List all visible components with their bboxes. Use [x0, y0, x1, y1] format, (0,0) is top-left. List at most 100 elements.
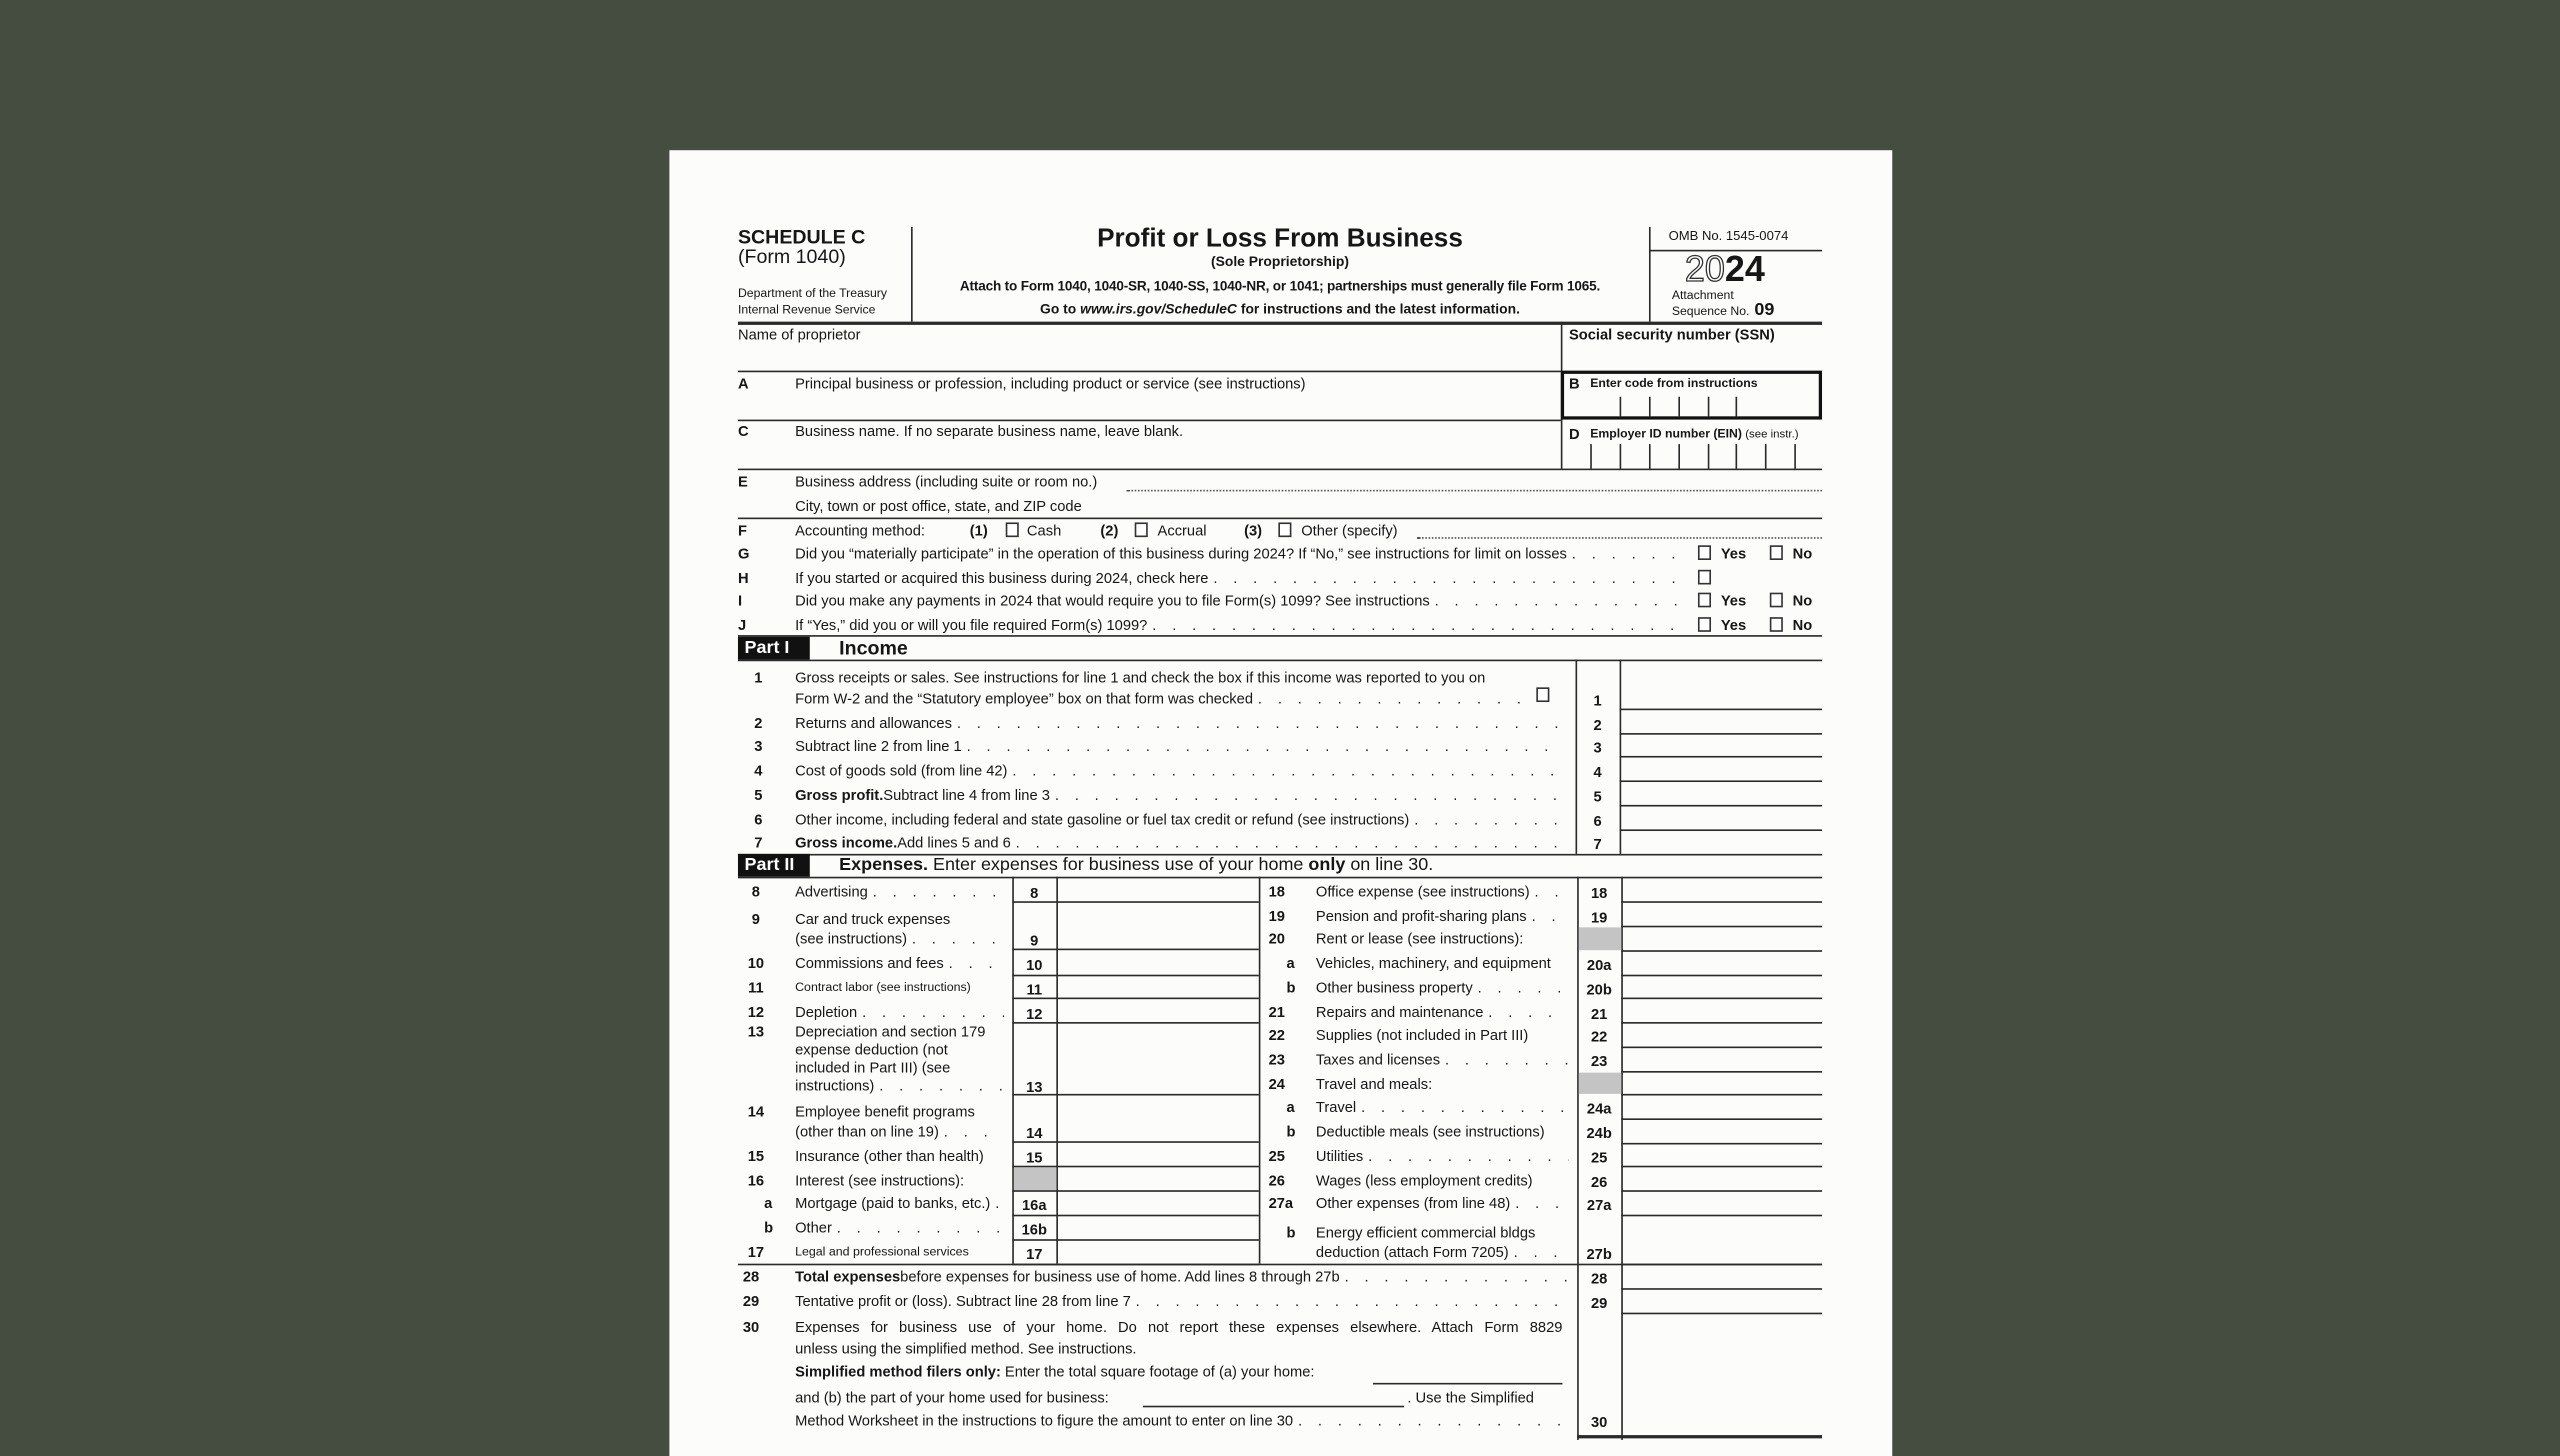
amount-5[interactable] — [1056, 1022, 1258, 1094]
rule — [1619, 829, 1823, 832]
ssn-field[interactable] — [1561, 322, 1822, 371]
rule — [911, 226, 913, 322]
amount-4[interactable] — [1056, 998, 1258, 1022]
rule — [1619, 396, 1622, 417]
city-field[interactable] — [1127, 495, 1823, 518]
accounting-method-label: Accounting method: — [795, 522, 925, 539]
rule — [1621, 1214, 1823, 1217]
amount-7[interactable] — [1056, 1141, 1258, 1165]
option-cash-label: Cash — [1026, 522, 1062, 539]
line-number: 19 — [1268, 907, 1285, 925]
leader-dots — [1530, 883, 1569, 899]
amount-right-1[interactable] — [1621, 901, 1822, 925]
business-code-box[interactable] — [1560, 370, 1823, 420]
attach-instruction: Attach to Form 1040, 1040-SR, 1040-SS, 1… — [959, 277, 1601, 294]
business-sqft-field[interactable] — [1142, 1405, 1405, 1408]
rule — [1678, 396, 1680, 417]
name-field[interactable] — [738, 322, 1561, 371]
rule — [1648, 396, 1651, 417]
amount-right-11[interactable] — [1621, 1143, 1822, 1166]
omb-number: OMB No. 1545-0074 — [1668, 228, 1789, 244]
expense-text: Depletion — [795, 1004, 858, 1021]
checkbox-no[interactable] — [1769, 617, 1783, 632]
tax-year: 2024 — [1684, 250, 1765, 287]
expense-label: Supplies (not included in Part III) — [1315, 1026, 1529, 1044]
amount-right-7[interactable] — [1621, 1047, 1822, 1071]
amount-right-14[interactable] — [1621, 1215, 1822, 1264]
line-number: 8 — [751, 883, 760, 900]
other-specify-field[interactable] — [1417, 537, 1823, 539]
amount-right-12[interactable] — [1621, 1166, 1822, 1190]
home-sqft-field[interactable] — [1373, 1382, 1563, 1385]
rule — [1621, 1165, 1823, 1168]
amount-right-3[interactable] — [1621, 950, 1822, 974]
amount-right-4[interactable] — [1621, 975, 1822, 998]
rule — [1012, 1190, 1259, 1192]
amount-right-9[interactable] — [1621, 1094, 1822, 1118]
amount-10[interactable] — [1056, 1215, 1258, 1239]
box-number: 18 — [1590, 884, 1608, 902]
ein-field[interactable] — [1561, 441, 1822, 469]
checkbox-cash[interactable] — [1005, 522, 1019, 538]
line-text: Returns and allowances — [795, 715, 952, 732]
checkbox-yes[interactable] — [1697, 592, 1712, 608]
amount-line-2[interactable] — [1620, 709, 1822, 733]
amount-line-1[interactable] — [1620, 660, 1822, 709]
amount-3[interactable] — [1056, 975, 1258, 998]
checkbox-no[interactable] — [1769, 545, 1783, 560]
address-field[interactable] — [1126, 489, 1823, 492]
checkbox-check-here[interactable] — [1697, 569, 1712, 585]
amount-line-5[interactable] — [1620, 780, 1822, 804]
amount-6[interactable] — [1056, 1094, 1258, 1141]
expense-label: Other business property — [1316, 980, 1569, 996]
amount-11[interactable] — [1056, 1239, 1258, 1263]
rule — [1012, 1214, 1259, 1217]
line-number: 27a — [1268, 1195, 1294, 1212]
rule — [1575, 659, 1578, 854]
checkbox-other[interactable] — [1278, 522, 1292, 538]
line-number: 22 — [1268, 1026, 1285, 1044]
line-30-bold: Simplified method filers only: — [795, 1363, 1001, 1380]
rule — [1621, 1190, 1823, 1192]
amount-9[interactable] — [1056, 1190, 1258, 1214]
expense-text: Travel — [1315, 1098, 1357, 1116]
amount-right-0[interactable] — [1621, 877, 1822, 901]
line-number: 9 — [751, 911, 760, 928]
amount-line-7[interactable] — [1620, 829, 1822, 853]
amount-line-4[interactable] — [1620, 756, 1822, 780]
box-number: 5 — [1593, 788, 1602, 805]
box-number: 25 — [1590, 1149, 1608, 1166]
principal-business-field[interactable] — [738, 371, 1561, 420]
checkbox-yes[interactable] — [1697, 617, 1712, 632]
expense-label: Taxes and licenses — [1316, 1051, 1569, 1067]
checkbox-no[interactable] — [1769, 592, 1783, 608]
amount-right-13[interactable] — [1621, 1190, 1822, 1214]
amount-1[interactable] — [1056, 901, 1258, 948]
amount-right-6[interactable] — [1621, 1022, 1822, 1046]
line-c-label: Business name. If no separate business n… — [795, 422, 1184, 440]
box-number: 9 — [1030, 932, 1039, 949]
amount-2[interactable] — [1056, 949, 1258, 975]
checkbox-statutory-employee[interactable] — [1536, 687, 1550, 703]
amount-right-5[interactable] — [1621, 998, 1822, 1022]
amount-line-3[interactable] — [1620, 733, 1822, 756]
irs-link[interactable]: www.irs.gov/ScheduleC — [1080, 300, 1237, 317]
checkbox-accrual[interactable] — [1134, 522, 1148, 538]
amount-line-28[interactable] — [1621, 1264, 1822, 1288]
expense-label: (see instructions) — [795, 931, 1004, 947]
amount-0[interactable] — [1056, 877, 1258, 901]
line-number: a — [1286, 955, 1295, 972]
amount-line-6[interactable] — [1620, 805, 1822, 829]
amount-line-30[interactable] — [1621, 1313, 1822, 1435]
amount-right-10[interactable] — [1621, 1118, 1822, 1142]
box-number: 23 — [1590, 1053, 1608, 1070]
line-2-text: Returns and allowances — [795, 715, 1562, 731]
box-number: 8 — [1030, 884, 1039, 902]
amount-line-29[interactable] — [1621, 1288, 1822, 1312]
leader-dots — [1356, 1099, 1569, 1115]
rule — [1621, 1118, 1823, 1120]
expense-label: deduction (attach Form 7205) — [1316, 1244, 1569, 1260]
leader-dots — [939, 1123, 1004, 1139]
checkbox-yes[interactable] — [1697, 545, 1712, 560]
business-name-field[interactable] — [738, 420, 1561, 469]
